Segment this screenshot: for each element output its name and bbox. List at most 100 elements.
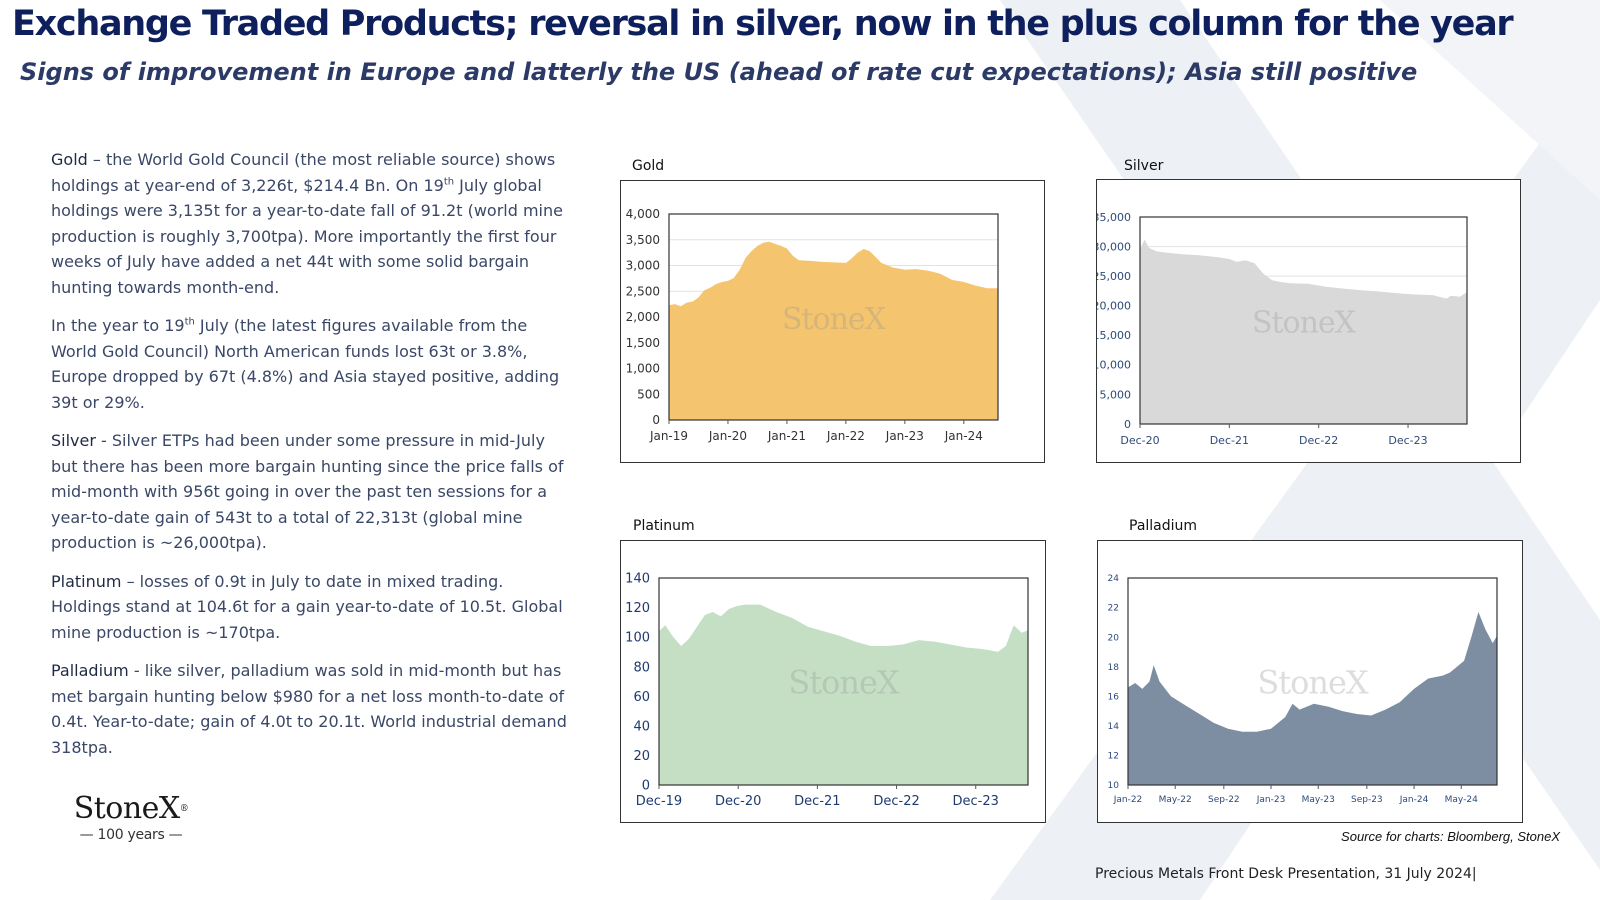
logo-years: — 100 years — [79, 827, 183, 843]
palladium-y-tick-label: 10 [1108, 781, 1120, 791]
logo-registered: ® [179, 804, 189, 814]
gold-paragraph: Gold – the World Gold Council (the most … [51, 147, 571, 300]
palladium-chart-title: Palladium [1129, 518, 1198, 534]
gold-x-tick-label: Jan-22 [826, 429, 865, 443]
silver-watermark: StoneX [1252, 306, 1357, 341]
gold-chart-svg: StoneX 0 500 1,000 1,500 2,000 2,500 3,000 3,500… [626, 207, 999, 443]
silver-y-tick-label: 10,000 [1097, 359, 1131, 372]
silver-chart: Silver StoneX 0 5,000 10,000 15,000 20,000 25,… [1096, 150, 1521, 465]
gold-x-tick-label: Jan-20 [708, 429, 747, 443]
platinum-chart: Platinum StoneX 0 20 40 60 80 100 120 140 Dec-19 D… [620, 510, 1046, 825]
palladium-area-series [1128, 612, 1497, 785]
platinum-plot-area [658, 577, 1029, 786]
silver-paragraph: Silver - Silver ETPs had been under some… [51, 428, 571, 556]
silver-y-tick-label: 15,000 [1097, 329, 1131, 342]
gold-y-tick-label: 0 [652, 413, 660, 427]
platinum-y-tick-label: 100 [625, 631, 650, 646]
silver-y-tick-label: 20,000 [1097, 300, 1131, 313]
gold-x-tick-label: Jan-21 [767, 429, 806, 443]
gold-y-tick-label: 2,000 [626, 310, 660, 324]
gold-y-tick-label: 4,000 [626, 207, 660, 221]
gold-text-2: July global holdings were 3,135t for a y… [51, 175, 563, 297]
page-subtitle: Signs of improvement in Europe and latte… [20, 58, 1418, 86]
gold-chart-frame: StoneX 0 500 1,000 1,500 2,000 2,500 3,000 3,500… [620, 180, 1045, 463]
palladium-x-tick-label: Sep-22 [1208, 795, 1240, 805]
palladium-x-tick-label: May-22 [1159, 795, 1192, 805]
palladium-plot-area [1127, 577, 1498, 786]
gold-sup: th [443, 176, 455, 188]
platinum-y-tick-label: 40 [633, 719, 650, 734]
logo-name: StoneX [73, 791, 181, 826]
platinum-x-tick-label: Dec-20 [715, 794, 761, 809]
palladium-chart: Palladium StoneX 10 12 14 16 18 20 22 24 Jan-22 Ma… [1097, 510, 1523, 825]
palladium-y-tick-label: 22 [1108, 604, 1119, 614]
silver-x-tick-label: Dec-22 [1299, 434, 1338, 447]
palladium-x-tick-label: Sep-23 [1351, 795, 1383, 805]
regional-text-1: In the year to 19 [51, 316, 185, 335]
platinum-y-tick-label: 60 [633, 690, 650, 705]
platinum-y-tick-label: 80 [633, 660, 650, 675]
gold-text-1: – the World Gold Council (the most relia… [51, 150, 556, 195]
platinum-y-tick-label: 20 [633, 749, 650, 764]
palladium-y-tick-label: 12 [1108, 752, 1119, 762]
platinum-x-tick-label: Dec-22 [873, 794, 919, 809]
silver-area-series [1140, 239, 1467, 424]
platinum-x-tick-label: Dec-19 [636, 794, 682, 809]
palladium-y-tick-label: 20 [1108, 633, 1120, 643]
platinum-paragraph: Platinum – losses of 0.9t in July to dat… [51, 569, 571, 646]
gold-x-tick-label: Jan-24 [944, 429, 983, 443]
gold-chart-title: Gold [632, 158, 665, 174]
gold-x-tick-label: Jan-23 [885, 429, 924, 443]
regional-text-2: July (the latest figures available from … [51, 316, 560, 412]
palladium-text: - like silver, palladium was sold in mid… [51, 661, 567, 757]
silver-y-tick-label: 25,000 [1097, 270, 1131, 283]
platinum-text: – losses of 0.9t in July to date in mixe… [51, 571, 563, 642]
chart-source-note: Source for charts: Bloomberg, StoneX [1341, 829, 1560, 844]
platinum-y-tick-label: 0 [642, 779, 650, 794]
palladium-x-tick-label: Jan-24 [1399, 795, 1429, 805]
platinum-y-tick-label: 140 [625, 572, 650, 587]
platinum-watermark: StoneX [788, 664, 900, 702]
platinum-chart-title: Platinum [633, 518, 695, 534]
silver-x-tick-label: Dec-21 [1210, 434, 1249, 447]
silver-x-tick-label: Dec-23 [1388, 434, 1427, 447]
platinum-x-tick-label: Dec-21 [794, 794, 840, 809]
gold-y-tick-label: 2,500 [626, 284, 660, 298]
palladium-watermark: StoneX [1257, 664, 1369, 702]
gold-y-tick-label: 1,000 [626, 362, 660, 376]
regional-paragraph: In the year to 19th July (the latest fig… [51, 313, 571, 415]
silver-text: - Silver ETPs had been under some pressu… [51, 431, 564, 552]
palladium-x-tick-label: Jan-22 [1113, 795, 1143, 805]
silver-y-tick-label: 30,000 [1097, 240, 1131, 253]
palladium-x-tick-label: May-23 [1302, 795, 1335, 805]
platinum-area-series [659, 604, 1028, 785]
gold-y-tick-label: 3,500 [626, 233, 660, 247]
silver-y-tick-label: 35,000 [1097, 211, 1131, 224]
silver-y-tick-label: 0 [1124, 418, 1131, 431]
silver-y-tick-label: 5,000 [1100, 388, 1132, 401]
palladium-chart-svg: StoneX 10 12 14 16 18 20 22 24 Jan-22 May-22 Sep-22… [1108, 574, 1498, 805]
palladium-chart-frame: StoneX 10 12 14 16 18 20 22 24 Jan-22 May-22 Sep-22… [1097, 540, 1523, 823]
palladium-x-tick-label: Jan-23 [1256, 795, 1286, 805]
palladium-paragraph: Palladium - like silver, palladium was s… [51, 658, 571, 760]
gold-y-tick-label: 500 [637, 387, 660, 401]
commentary-text: Gold – the World Gold Council (the most … [51, 147, 571, 773]
palladium-y-tick-label: 24 [1108, 574, 1120, 584]
palladium-x-tick-label: May-24 [1445, 795, 1478, 805]
silver-chart-title: Silver [1124, 158, 1164, 174]
silver-lead: Silver [51, 431, 96, 450]
platinum-chart-svg: StoneX 0 20 40 60 80 100 120 140 Dec-19 Dec-20 Dec-… [625, 572, 1029, 809]
palladium-y-tick-label: 16 [1108, 692, 1120, 702]
stonex-logo: StoneX® — 100 years — [70, 791, 192, 844]
gold-x-tick-label: Jan-19 [649, 429, 688, 443]
gold-watermark: StoneX [782, 302, 887, 337]
palladium-y-tick-label: 18 [1108, 663, 1120, 673]
platinum-lead: Platinum [51, 571, 122, 591]
platinum-x-tick-label: Dec-23 [953, 794, 999, 809]
silver-x-tick-label: Dec-20 [1120, 434, 1159, 447]
platinum-chart-frame: StoneX 0 20 40 60 80 100 120 140 Dec-19 Dec-20 Dec-… [620, 540, 1046, 823]
footer-text: Precious Metals Front Desk Presentation,… [1095, 866, 1477, 882]
gold-plot-area [668, 213, 999, 421]
silver-plot-area [1139, 216, 1468, 425]
platinum-y-tick-label: 120 [625, 601, 650, 616]
